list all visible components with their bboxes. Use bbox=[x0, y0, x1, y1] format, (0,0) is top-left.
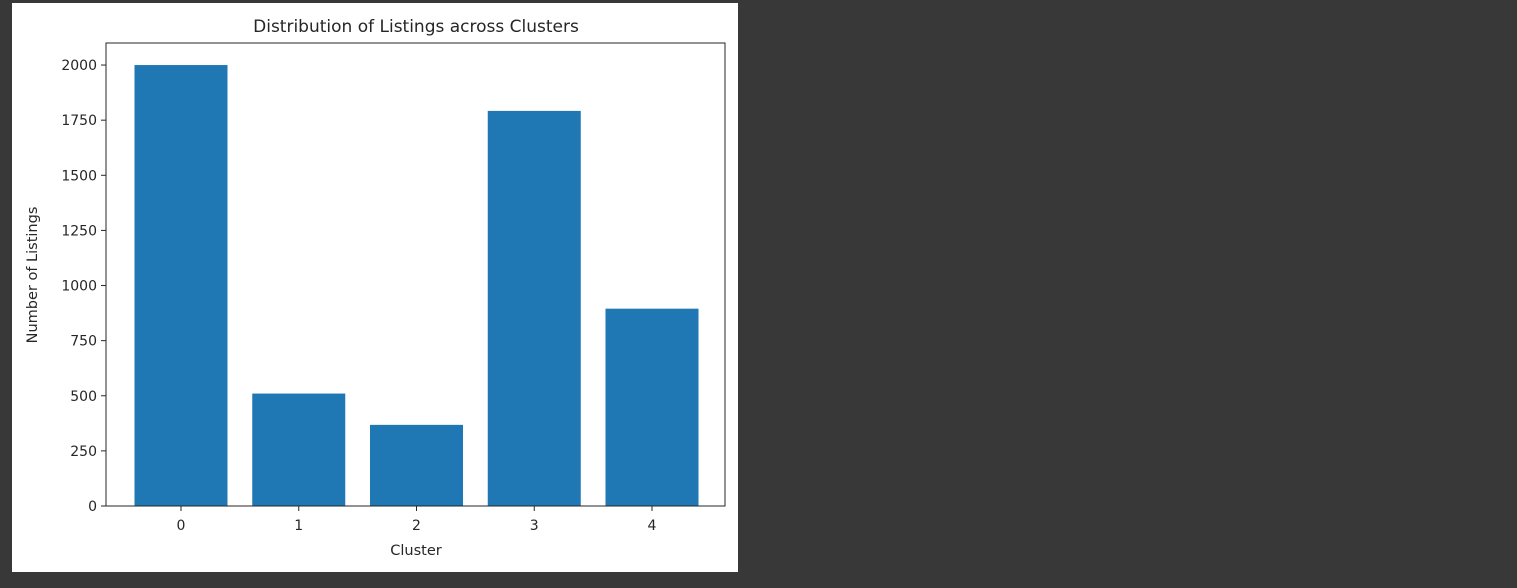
x-axis: 0 1 2 3 4 bbox=[177, 506, 657, 534]
y-tick-label: 1000 bbox=[61, 279, 97, 295]
bar-cluster-3 bbox=[487, 110, 581, 506]
x-tick-label: 1 bbox=[294, 518, 303, 534]
bar-chart: Distribution of Listings across Clusters… bbox=[25, 17, 726, 559]
y-tick-label: 1250 bbox=[61, 223, 97, 239]
y-tick-label: 2000 bbox=[61, 58, 97, 74]
y-axis-title: Number of Listings bbox=[25, 207, 41, 344]
y-tick-label: 1500 bbox=[61, 168, 97, 184]
y-tick-label: 250 bbox=[70, 444, 97, 460]
y-tick-label: 1750 bbox=[61, 113, 97, 129]
bar-cluster-1 bbox=[252, 393, 346, 506]
chart-title: Distribution of Listings across Clusters bbox=[253, 17, 579, 37]
bar-cluster-0 bbox=[134, 65, 228, 507]
y-tick-label: 0 bbox=[88, 499, 97, 515]
y-tick-label: 750 bbox=[70, 334, 97, 350]
chart-figure: Distribution of Listings across Clusters… bbox=[12, 3, 738, 572]
bar-cluster-2 bbox=[370, 424, 463, 506]
bar-cluster-4 bbox=[605, 308, 699, 506]
x-axis-title: Cluster bbox=[390, 543, 442, 559]
y-tick-label: 500 bbox=[70, 389, 97, 405]
plot-frame bbox=[105, 42, 726, 507]
x-tick-label: 3 bbox=[530, 518, 539, 534]
bars-group bbox=[134, 65, 699, 507]
x-tick-label: 2 bbox=[412, 518, 421, 534]
x-tick-label: 4 bbox=[648, 518, 657, 534]
y-axis: 0 250 500 750 1000 1250 1500 1750 2000 bbox=[61, 58, 106, 515]
x-tick-label: 0 bbox=[177, 518, 186, 534]
